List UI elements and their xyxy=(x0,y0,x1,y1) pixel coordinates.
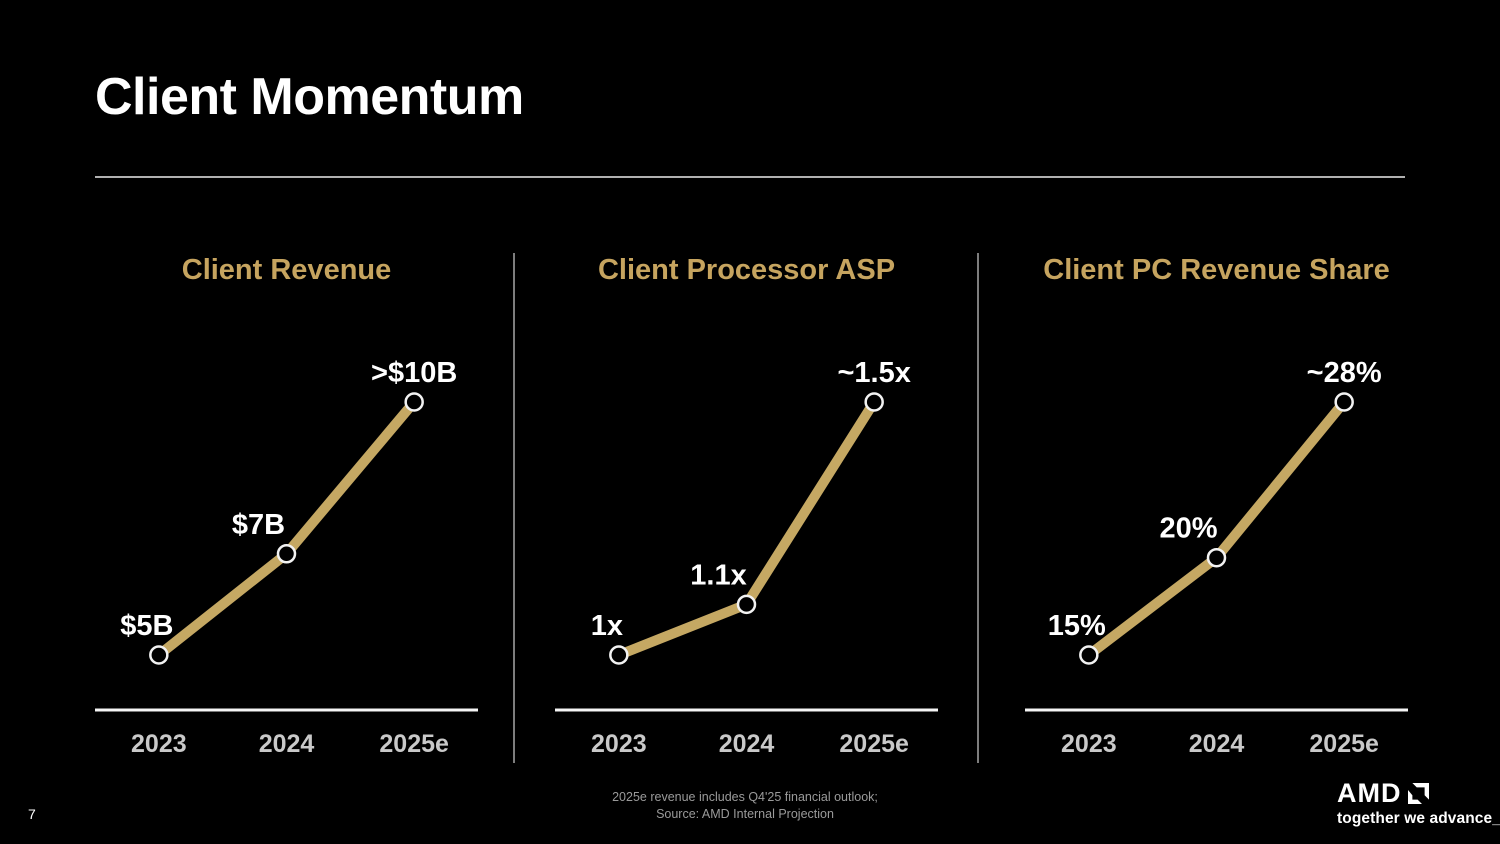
trend-line xyxy=(153,397,420,660)
data-point-marker xyxy=(1206,547,1227,568)
data-point-label: 15% xyxy=(1048,610,1106,642)
axis-tick-label: 2023 xyxy=(591,730,647,758)
amd-logo-row: AMD xyxy=(1337,780,1487,807)
data-point-marker xyxy=(609,645,629,665)
data-point-label: ~28% xyxy=(1307,357,1382,389)
axis-tick-label: 2024 xyxy=(1189,730,1245,758)
data-point-label: 1x xyxy=(591,610,623,642)
data-point-label: 1.1x xyxy=(690,559,746,591)
data-point-label: >$10B xyxy=(371,357,457,389)
axis-tick-label: 2025e xyxy=(839,730,909,758)
axis-tick-label: 2025e xyxy=(1309,730,1379,758)
data-point-label: $7B xyxy=(232,509,285,541)
chart-panel-client-pc-revenue-share: Client PC Revenue Share 15% 2023 20% 2024 ~2… xyxy=(1025,240,1408,775)
chart-plot: 1x 2023 1.1x 2024 ~1.5x 2025e xyxy=(555,357,938,758)
amd-tagline: together we advance_ xyxy=(1337,810,1500,827)
amd-logo-text: AMD xyxy=(1337,778,1402,808)
axis-tick-label: 2025e xyxy=(379,730,449,758)
chart-title: Client Processor ASP xyxy=(597,254,896,286)
page-number: 7 xyxy=(28,806,36,822)
data-point-marker xyxy=(864,392,884,412)
axis-tick-label: 2023 xyxy=(1061,730,1117,758)
panel-divider-left xyxy=(513,253,515,763)
slide-title: Client Momentum xyxy=(95,68,524,126)
data-point-marker xyxy=(276,544,297,564)
axis-tick-label: 2024 xyxy=(719,730,775,758)
amd-logo: AMD together we advance_ xyxy=(1337,780,1500,828)
chart-title: Client Revenue xyxy=(181,254,392,286)
chart-title: Client PC Revenue Share xyxy=(1043,254,1390,286)
panel-divider-right xyxy=(977,253,979,763)
data-point-label: $5B xyxy=(120,610,173,642)
chart-panel-client-processor-asp: Client Processor ASP 1x 2023 1.1x 2024 ~1.5x… xyxy=(555,240,938,775)
footnote-line-2: Source: AMD Internal Projection xyxy=(656,806,834,821)
trend-line xyxy=(613,397,880,660)
data-point-label: 20% xyxy=(1159,513,1217,545)
footnote-line-1: 2025e revenue includes Q4'25 financial o… xyxy=(612,790,878,804)
chart-plot: $5B 2023 $7B 2024 >$10B 2025e xyxy=(95,357,478,758)
data-point-label: ~1.5x xyxy=(837,357,910,389)
data-point-marker xyxy=(149,645,169,665)
title-divider-rule xyxy=(95,176,1405,178)
amd-arrow-icon xyxy=(1407,783,1429,804)
data-point-marker xyxy=(1079,645,1099,665)
chart-plot: 15% 2023 20% 2024 ~28% 2025e xyxy=(1025,357,1408,758)
chart-panel-client-revenue: Client Revenue $5B 2023 $7B 2024 >$10B 2025e xyxy=(95,240,478,775)
data-point-marker xyxy=(1334,392,1354,412)
footnote: 2025e revenue includes Q4'25 financial o… xyxy=(400,789,1090,822)
data-point-marker xyxy=(736,594,757,615)
data-point-marker xyxy=(404,392,424,412)
axis-tick-label: 2023 xyxy=(131,730,187,758)
axis-tick-label: 2024 xyxy=(259,730,315,758)
